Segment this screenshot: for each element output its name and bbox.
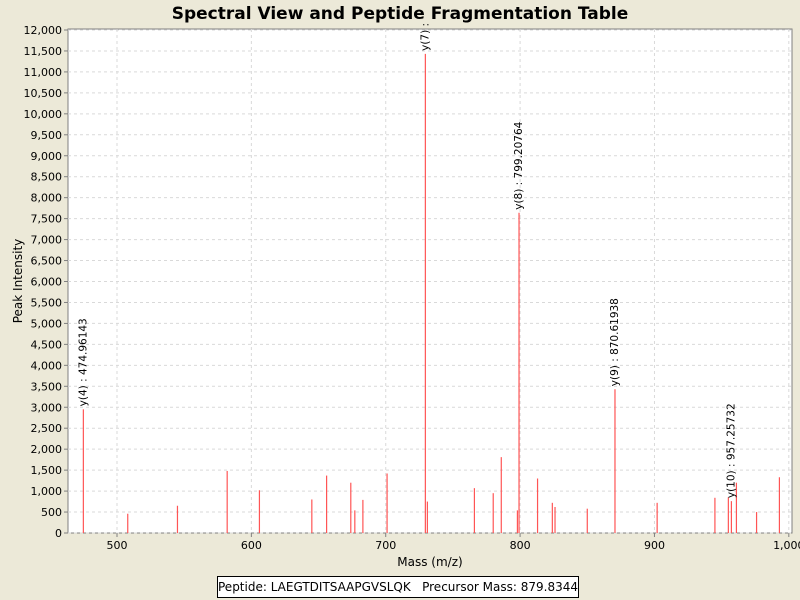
y-tick-label: 4,500 bbox=[31, 338, 63, 351]
y-tick-label: 11,000 bbox=[24, 66, 63, 79]
y-tick-label: 2,500 bbox=[31, 422, 63, 435]
x-tick-label: 900 bbox=[644, 539, 665, 552]
peak-annotations: y(4) : 474.96143 y(7) : y(8) : 799.20764 y(… bbox=[77, 23, 737, 498]
y-axis: 0 500 1,000 1,500 2,000 2,500 3,000 3,500 4,000 4… bbox=[24, 24, 68, 540]
peak-annotation: y(9) : 870.61938 bbox=[609, 298, 621, 386]
y-tick-label: 1,000 bbox=[31, 485, 63, 498]
y-tick-label: 12,000 bbox=[24, 24, 63, 37]
y-tick-label: 8,500 bbox=[31, 171, 63, 184]
x-axis: 5006007008009001,0001,1001,2001,3001,400… bbox=[107, 533, 800, 552]
x-axis-label: Mass (m/z) bbox=[397, 555, 462, 569]
x-tick-label: 700 bbox=[375, 539, 396, 552]
peak-annotation: y(4) : 474.96143 bbox=[77, 318, 89, 406]
peptide-label: Peptide: LAEGTDITSAAPGVSLQK bbox=[218, 580, 411, 594]
y-tick-label: 11,500 bbox=[24, 45, 63, 58]
y-tick-label: 9,000 bbox=[31, 150, 63, 163]
y-tick-label: 4,000 bbox=[31, 359, 63, 372]
gridlines bbox=[68, 29, 792, 534]
y-tick-label: 10,000 bbox=[24, 108, 63, 121]
y-tick-label: 2,000 bbox=[31, 443, 63, 456]
x-tick-label: 800 bbox=[510, 539, 531, 552]
peak-annotation: y(8) : 799.20764 bbox=[513, 121, 525, 209]
y-tick-label: 5,000 bbox=[31, 317, 63, 330]
y-tick-label: 0 bbox=[55, 527, 62, 540]
y-tick-label: 10,500 bbox=[24, 87, 63, 100]
x-tick-label: 1,000 bbox=[773, 539, 800, 552]
y-axis-label: Peak Intensity bbox=[11, 239, 25, 324]
y-tick-label: 7,000 bbox=[31, 234, 63, 247]
y-tick-label: 7,500 bbox=[31, 213, 63, 226]
y-tick-label: 3,000 bbox=[31, 401, 63, 414]
peak-series bbox=[82, 53, 781, 533]
precursor-mass-label: Precursor Mass: 879.8344 bbox=[422, 580, 578, 594]
peptide-info-box: Peptide: LAEGTDITSAAPGVSLQK Precursor Ma… bbox=[217, 576, 579, 598]
y-tick-label: 9,500 bbox=[31, 129, 63, 142]
y-tick-label: 5,500 bbox=[31, 296, 63, 309]
y-tick-label: 6,000 bbox=[31, 276, 63, 289]
y-tick-label: 500 bbox=[41, 506, 62, 519]
peak-annotation: y(7) : bbox=[419, 23, 431, 51]
x-tick-label: 600 bbox=[241, 539, 262, 552]
x-tick-label: 500 bbox=[107, 539, 128, 552]
y-tick-label: 1,500 bbox=[31, 464, 63, 477]
y-tick-label: 8,000 bbox=[31, 192, 63, 205]
y-tick-label: 3,500 bbox=[31, 380, 63, 393]
y-tick-label: 6,500 bbox=[31, 255, 63, 268]
peak-annotation: y(10) : 957.25732 bbox=[725, 403, 737, 498]
chart-title: Spectral View and Peptide Fragmentation … bbox=[172, 4, 629, 24]
